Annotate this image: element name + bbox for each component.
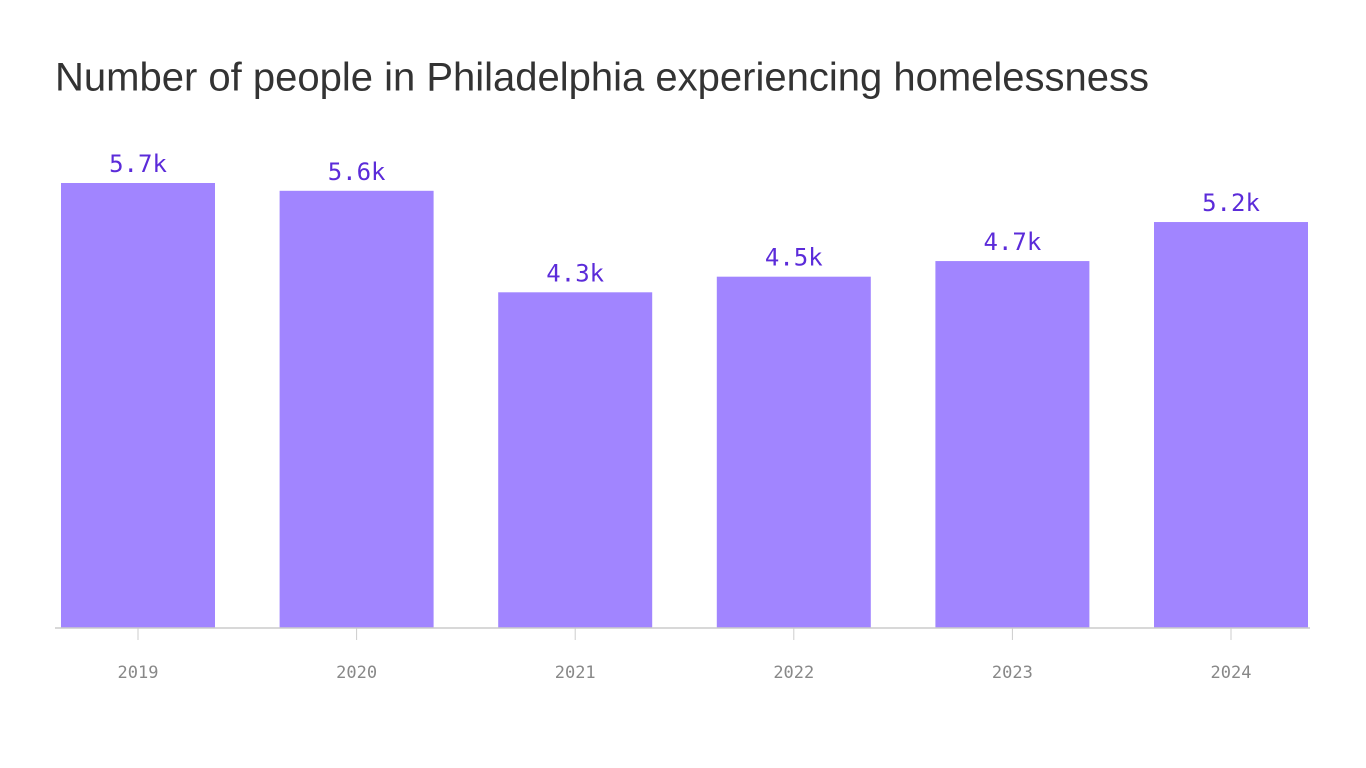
bar (61, 183, 215, 628)
data-label: 5.7k (109, 150, 167, 178)
x-tick-label: 2020 (336, 663, 377, 683)
x-tick-label: 2022 (773, 663, 814, 683)
data-label: 4.7k (984, 228, 1042, 256)
x-tick-label: 2021 (555, 663, 596, 683)
bar (716, 276, 871, 628)
x-tick-label: 2024 (1211, 663, 1252, 683)
data-label: 4.5k (765, 244, 823, 272)
bar (935, 261, 1090, 628)
x-tick-label: 2023 (992, 663, 1033, 683)
data-label: 5.6k (328, 158, 386, 186)
data-label: 5.2k (1202, 189, 1260, 217)
bar (498, 292, 653, 628)
chart-title: Number of people in Philadelphia experie… (55, 56, 1149, 100)
bar (279, 190, 434, 629)
bar (1154, 222, 1308, 628)
x-tick-label: 2019 (118, 663, 159, 683)
data-label: 4.3k (546, 259, 604, 287)
